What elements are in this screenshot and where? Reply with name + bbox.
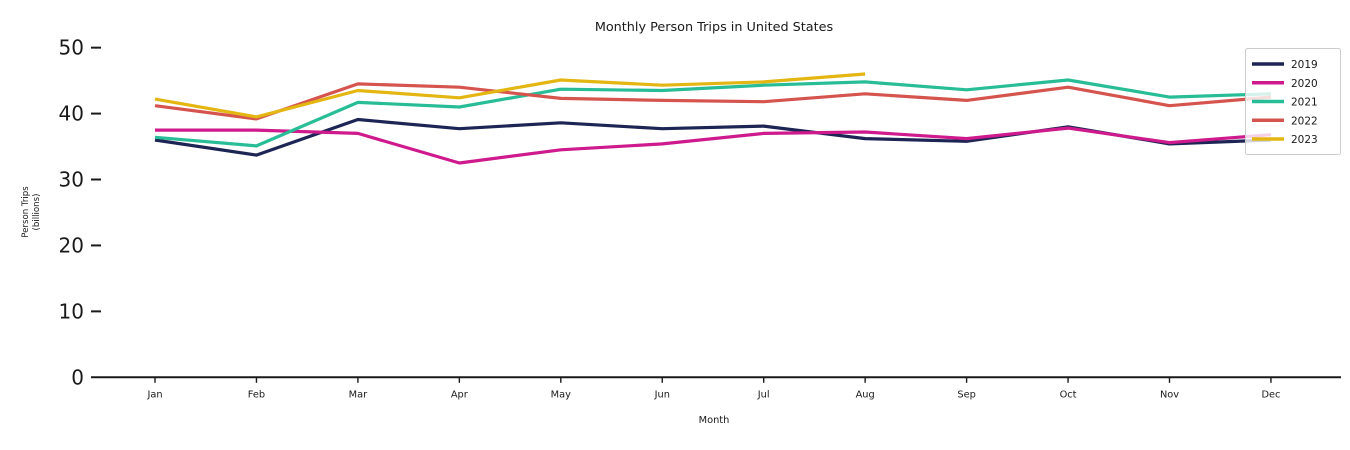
legend-label-2021: 2021 (1291, 97, 1318, 109)
y-tick-label: 30 (59, 168, 84, 192)
legend-item-2021: 2021 (1252, 97, 1318, 109)
y-axis-label-line2: (billions) (32, 194, 42, 231)
y-tick-label: 40 (59, 102, 84, 126)
legend-label-2023: 2023 (1291, 134, 1318, 146)
legend-item-2022: 2022 (1252, 115, 1318, 127)
x-tick-label: Apr (451, 389, 469, 400)
y-tick-label: 10 (59, 299, 84, 323)
y-tick-label: 50 (59, 36, 84, 60)
legend-label-2020: 2020 (1291, 78, 1318, 90)
y-axis-label: Person Trips (billions) (21, 186, 42, 238)
y-tick-label: 20 (59, 233, 84, 257)
x-tick-label: Aug (856, 389, 875, 400)
x-tick-label: Jun (654, 389, 670, 400)
x-tick-label: Dec (1261, 389, 1280, 400)
axes-layer: 0 10 20 30 40 50 Jan Feb Mar Apr May Jun Jul Aug Sep Oc… (59, 36, 1341, 400)
legend-label-2022: 2022 (1291, 115, 1318, 127)
x-tick-label: Jul (757, 389, 770, 400)
series-line-2021 (154, 78, 1272, 148)
legend-label-2019: 2019 (1291, 59, 1318, 71)
chart-title: Monthly Person Trips in United States (595, 20, 834, 35)
legend: 2019 2020 2021 2022 2023 (1245, 48, 1341, 155)
x-tick-label: Mar (349, 389, 368, 400)
x-tick-label: Sep (957, 389, 975, 400)
y-tick-label: 0 (71, 365, 84, 389)
x-axis-label: Month (699, 415, 730, 426)
series-line-2023 (154, 72, 866, 119)
x-tick-label: May (551, 389, 571, 400)
legend-item-2019: 2019 (1252, 59, 1318, 71)
x-tick-label: Jan (146, 389, 162, 400)
series-line-2020 (155, 126, 1272, 165)
legend-box (1245, 48, 1341, 155)
series-line-2022 (154, 82, 1272, 121)
y-axis-label-line1: Person Trips (21, 186, 31, 238)
series-layer (154, 72, 1272, 165)
x-tick-label: Nov (1160, 389, 1179, 400)
x-tick-label: Feb (248, 389, 265, 400)
legend-item-2023: 2023 (1252, 134, 1318, 146)
x-tick-label: Oct (1060, 389, 1077, 400)
legend-item-2020: 2020 (1252, 78, 1318, 90)
